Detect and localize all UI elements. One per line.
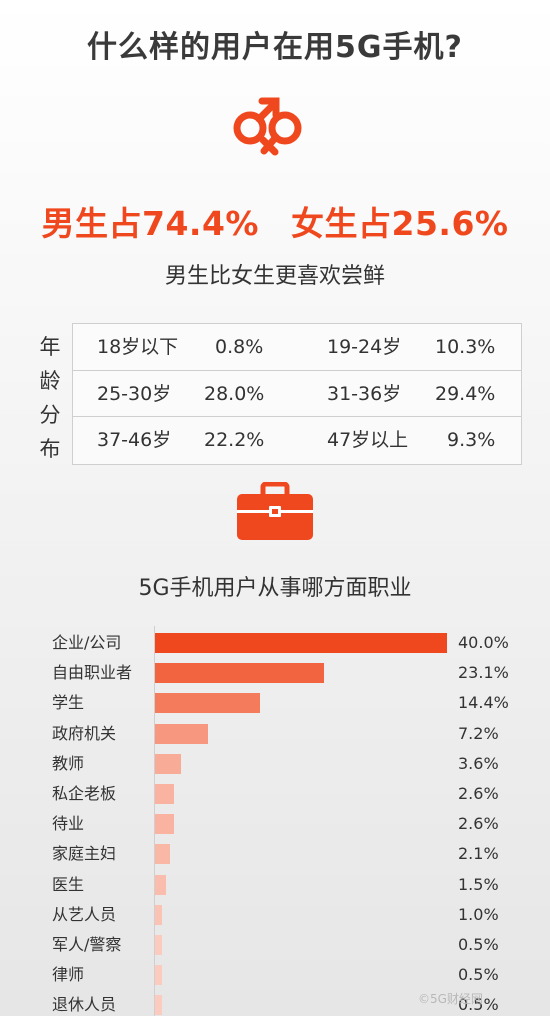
occupation-row: 家庭主妇 2.1% xyxy=(0,839,550,869)
watermark: ©5G财经网 xyxy=(418,992,483,1006)
occupation-value: 7.2% xyxy=(458,723,499,743)
occupation-value: 23.1% xyxy=(458,663,509,683)
occupation-label: 律师 xyxy=(52,965,85,985)
age-value: 29.4% xyxy=(435,383,496,405)
occupation-label: 自由职业者 xyxy=(52,663,133,683)
occupation-bar xyxy=(155,844,171,865)
occupation-bar xyxy=(155,633,447,653)
occupation-bar xyxy=(155,965,162,986)
age-range: 18岁以下 xyxy=(97,336,179,358)
occupation-value: 3.6% xyxy=(458,753,499,773)
occupation-bar xyxy=(155,723,208,744)
age-row: 25-30岁 28.0% 31-36岁 29.4% xyxy=(73,370,521,417)
occupation-bar xyxy=(155,663,324,684)
occupation-row: 教师 3.6% xyxy=(0,749,550,779)
age-range: 37-46岁 xyxy=(97,429,172,451)
occupation-label: 学生 xyxy=(52,693,85,713)
age-value: 22.2% xyxy=(204,429,265,451)
age-range: 25-30岁 xyxy=(97,383,172,405)
age-range: 47岁以上 xyxy=(327,429,409,451)
occupation-value: 1.0% xyxy=(458,904,499,924)
occupation-row: 自由职业者 23.1% xyxy=(0,658,550,688)
age-row: 18岁以下 0.8% 19-24岁 10.3% xyxy=(73,324,521,370)
occupation-row: 学生 14.4% xyxy=(0,688,550,718)
occupation-value: 0.5% xyxy=(458,965,499,985)
age-label-char: 龄 xyxy=(39,369,61,393)
occupation-bar xyxy=(155,753,182,774)
occupation-label: 家庭主妇 xyxy=(52,844,117,864)
occupation-row: 私企老板 2.6% xyxy=(0,779,550,809)
occupation-row: 退休人员 0.5% xyxy=(0,990,550,1020)
occupation-label: 医生 xyxy=(52,874,85,894)
occupation-bar xyxy=(155,693,261,714)
occupation-row: 待业 2.6% xyxy=(0,809,550,839)
age-range: 31-36岁 xyxy=(327,383,402,405)
occupation-row: 军人/警察 0.5% xyxy=(0,930,550,960)
occupation-row: 医生 1.5% xyxy=(0,870,550,900)
occupation-value: 0.5% xyxy=(458,995,499,1015)
occupation-label: 私企老板 xyxy=(52,784,117,803)
occupation-label: 待业 xyxy=(52,814,85,834)
age-section-label: 年 龄 分 布 xyxy=(38,330,62,466)
male-share: 男生占74.4% xyxy=(41,204,259,243)
occupation-value: 14.4% xyxy=(458,693,509,713)
occupation-row: 从艺人员 1.0% xyxy=(0,900,550,930)
occupation-value: 0.5% xyxy=(458,935,499,954)
occupation-bar xyxy=(155,904,163,925)
age-table: 18岁以下 0.8% 19-24岁 10.3% 25-30岁 28.0% 31-… xyxy=(72,323,522,465)
occupation-bar xyxy=(155,995,162,1016)
age-range: 19-24岁 xyxy=(327,336,402,358)
age-value: 10.3% xyxy=(435,336,496,358)
occupation-label: 退休人员 xyxy=(52,995,117,1015)
occupation-bar xyxy=(155,874,166,895)
age-row: 37-46岁 22.2% 47岁以上 9.3% xyxy=(73,416,521,463)
occupation-value: 2.1% xyxy=(458,844,499,864)
age-value: 0.8% xyxy=(215,336,264,358)
age-label-char: 布 xyxy=(39,437,61,461)
gender-ratio: 男生占74.4% 女生占25.6% xyxy=(0,197,550,245)
occupation-label: 教师 xyxy=(52,753,85,773)
chart-axis xyxy=(154,626,155,1016)
occupation-value: 2.6% xyxy=(458,784,499,803)
occupation-bar xyxy=(155,935,162,955)
occupation-row: 企业/公司 40.0% xyxy=(0,628,550,658)
female-share: 女生占25.6% xyxy=(291,204,509,243)
briefcase-icon xyxy=(237,482,313,540)
occupation-title: 5G手机用户从事哪方面职业 xyxy=(138,576,412,601)
occupation-label: 企业/公司 xyxy=(52,633,122,652)
occupation-row: 政府机关 7.2% xyxy=(0,719,550,749)
gender-subtitle: 男生比女生更喜欢尝鲜 xyxy=(164,264,385,289)
occupation-label: 军人/警察 xyxy=(52,935,122,954)
age-value: 28.0% xyxy=(204,383,265,405)
gender-icon xyxy=(233,97,302,156)
occupation-value: 1.5% xyxy=(458,874,499,894)
occupation-bar xyxy=(155,814,174,835)
occupation-value: 2.6% xyxy=(458,814,499,834)
page-title: 什么样的用户在用5G手机? xyxy=(87,30,463,65)
occupation-label: 从艺人员 xyxy=(52,904,117,924)
occupation-bar xyxy=(155,784,174,804)
age-label-char: 年 xyxy=(39,335,61,359)
occupation-row: 律师 0.5% xyxy=(0,960,550,990)
age-value: 9.3% xyxy=(447,429,496,451)
age-label-char: 分 xyxy=(39,403,61,427)
occupation-value: 40.0% xyxy=(458,633,509,652)
occupation-label: 政府机关 xyxy=(52,723,117,743)
